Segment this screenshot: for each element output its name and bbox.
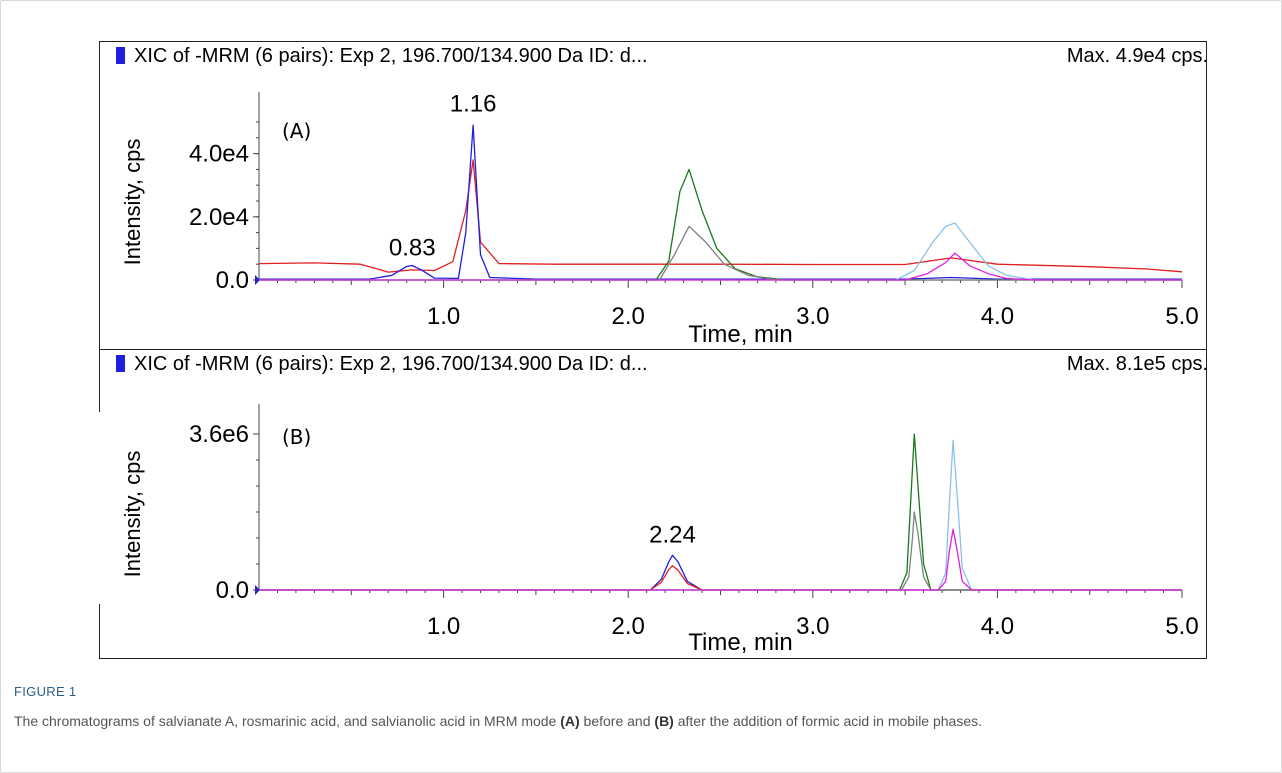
panel-b-max-label: Max. 8.1e5 cps. (1066, 353, 1208, 375)
panel-a-header: XIC of -MRM (6 pairs): Exp 2, 196.700/13… (134, 45, 648, 67)
y-axis-label: Intensity, cps (120, 451, 145, 578)
x-tick-label: 1.0 (427, 303, 460, 330)
chromatogram-panel-a: XIC of -MRM (6 pairs): Exp 2, 196.700/13… (99, 41, 1208, 350)
chromatogram-b-plot: 1.0 2.0 3.0 4.0 5.0 0.0 3.6e6 Time, min Intensit… (120, 404, 1199, 656)
chromatogram-panel-b: XIC of -MRM (6 pairs): Exp 2, 196.700/13… (99, 349, 1208, 659)
series-line-gray (259, 225, 1182, 281)
x-tick-label: 4.0 (981, 613, 1014, 640)
x-tick-label: 3.0 (796, 303, 829, 330)
figure-caption: The chromatograms of salvianate A, rosma… (14, 711, 1264, 732)
series-line-gray (259, 511, 1182, 591)
x-tick-label: 3.0 (796, 613, 829, 640)
series-line-blue (259, 554, 1182, 591)
x-tick-label: 5.0 (1165, 303, 1198, 330)
y-tick-label: 4.0e4 (189, 141, 249, 168)
peak-annotation: 0.83 (389, 234, 436, 261)
series-line-magenta (259, 528, 1182, 591)
series-line-lightblue (259, 439, 1182, 591)
panel-label: (A) (282, 119, 311, 143)
trace-color-swatch (116, 355, 125, 372)
caption-part: before and (579, 713, 655, 729)
peak-annotation: 1.16 (450, 91, 497, 118)
y-tick-label: 0.0 (216, 267, 249, 294)
y-tick-label: 2.0e4 (189, 204, 249, 231)
caption-part: (B) (654, 713, 674, 729)
series-line-red (258, 159, 1183, 273)
chromatogram-a-plot: 1.0 2.0 3.0 4.0 5.0 0.0 2.0e4 4.0e4 Time, min Int… (120, 91, 1199, 348)
x-axis-label: Time, min (688, 321, 792, 348)
caption-part: after the addition of formic acid in mob… (673, 713, 983, 729)
panel-a-max-label: Max. 4.9e4 cps. (1066, 45, 1208, 67)
y-tick-label: 3.6e6 (189, 421, 249, 448)
caption-part: (A) (560, 713, 580, 729)
peak-annotation: 2.24 (649, 522, 696, 549)
x-tick-label: 1.0 (427, 613, 460, 640)
series-line-green (259, 433, 1182, 591)
x-tick-label: 2.0 (612, 303, 645, 330)
y-tick-label: 0.0 (216, 577, 249, 604)
series-line-red (259, 565, 1182, 591)
caption-part: The chromatograms of salvianate A, rosma… (14, 713, 561, 729)
series-line-magenta (259, 252, 1182, 281)
panel-b-header: XIC of -MRM (6 pairs): Exp 2, 196.700/13… (134, 353, 648, 375)
panel-label: (B) (282, 425, 311, 449)
series-line-blue (259, 124, 1182, 280)
x-tick-label: 5.0 (1165, 613, 1198, 640)
series-line-green (259, 168, 1182, 281)
figure-label: FIGURE 1 (14, 684, 77, 699)
series-line-lightblue (259, 222, 1182, 281)
x-axis-label: Time, min (688, 629, 792, 656)
border-gap (97, 412, 101, 604)
trace-color-swatch (116, 47, 125, 64)
y-axis-label: Intensity, cps (120, 139, 145, 266)
x-tick-label: 4.0 (981, 303, 1014, 330)
x-tick-label: 2.0 (612, 613, 645, 640)
